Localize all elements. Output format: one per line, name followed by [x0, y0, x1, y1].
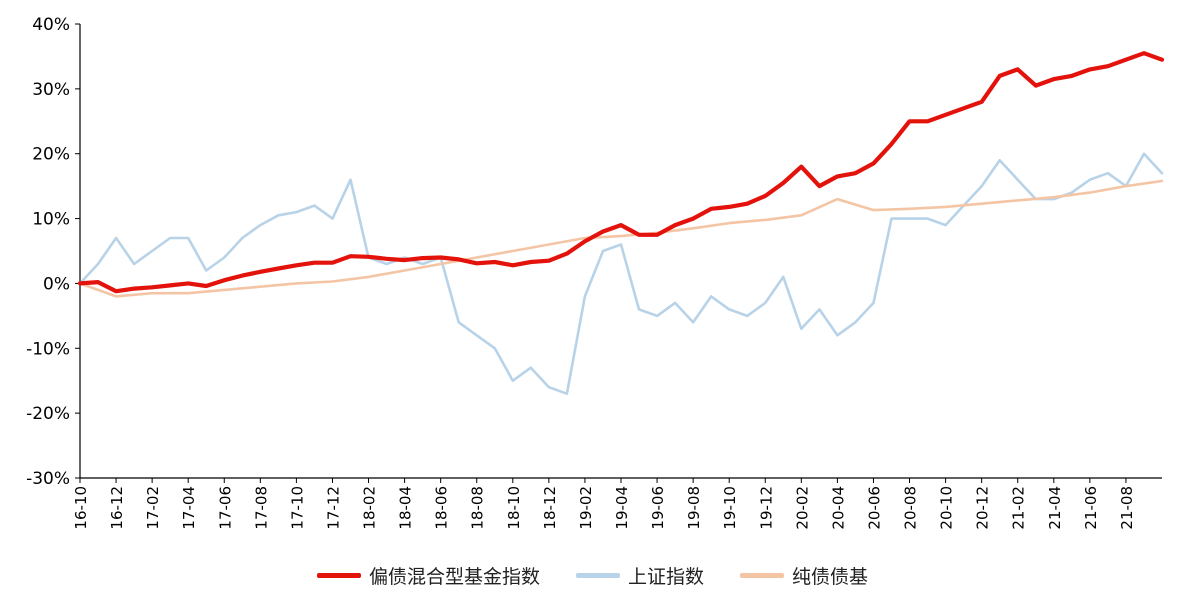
x-tick-label: 19-02: [577, 486, 595, 530]
x-tick-label: 18-12: [541, 486, 559, 530]
x-tick-label: 16-10: [72, 486, 90, 530]
legend-swatch-series-2: [575, 573, 620, 578]
x-tick-label: 20-10: [938, 486, 956, 530]
x-tick-label: 21-02: [1010, 486, 1028, 530]
x-tick-label: 20-04: [829, 486, 847, 530]
x-tick-label: 19-06: [649, 486, 667, 530]
legend-label-series-1: 偏债混合型基金指数: [368, 566, 540, 588]
chart-plot: -30% -20% -10% 0% 10% 20% 30% 40% 16-10 16-12 17-0…: [26, 15, 1165, 530]
x-tick-label: 21-08: [1118, 486, 1136, 530]
legend-swatch-series-3: [740, 573, 784, 578]
legend-item-series-1: 偏债混合型基金指数: [316, 562, 540, 589]
x-tick-label: 18-10: [505, 486, 523, 530]
y-tick-label: -30%: [26, 469, 70, 489]
x-tick-label: 16-12: [108, 486, 126, 530]
x-tick-label: 17-08: [252, 486, 270, 530]
x-tick-label: 17-02: [144, 486, 162, 530]
x-tick-label: 18-06: [433, 486, 451, 530]
legend-label-series-2: 上证指数: [627, 566, 704, 588]
x-tick-label: 21-04: [1046, 486, 1064, 530]
legend-label-series-3: 纯债债基: [792, 566, 869, 588]
y-tick-label: -20%: [26, 404, 70, 424]
y-tick-label: 0%: [43, 274, 70, 294]
x-tick-label: 17-10: [288, 486, 306, 530]
x-tick-label: 21-06: [1082, 486, 1100, 530]
x-tick-label: 17-12: [324, 486, 342, 530]
y-tick-label: 10%: [32, 210, 70, 230]
legend-item-series-2: 上证指数: [575, 562, 704, 589]
y-tick-label: 20%: [32, 145, 70, 165]
y-tick-label: 40%: [32, 15, 70, 35]
x-tick-label: 20-06: [865, 486, 883, 530]
x-tick-label: 18-02: [361, 486, 379, 530]
y-tick-label: -10%: [26, 339, 70, 359]
x-tick-label: 20-02: [793, 486, 811, 530]
x-tick-label: 19-04: [613, 486, 631, 530]
y-tick-label: 30%: [32, 80, 70, 100]
x-tick-label: 17-04: [180, 486, 198, 530]
x-tick-label: 18-04: [397, 486, 415, 530]
x-tick-label: 17-06: [216, 486, 234, 530]
x-tick-label: 19-10: [721, 486, 739, 530]
x-tick-label: 18-08: [469, 486, 487, 530]
legend: 偏债混合型基金指数 上证指数 纯债债基: [0, 562, 1185, 589]
legend-item-series-3: 纯债债基: [740, 562, 868, 589]
x-tick-label: 19-08: [685, 486, 703, 530]
series-line-3: [78, 179, 1164, 298]
series-line-1: [77, 51, 1165, 294]
x-tick-label: 20-12: [974, 486, 992, 530]
x-tick-label: 20-08: [902, 486, 920, 530]
series-line-2: [78, 152, 1164, 396]
legend-swatch-series-1: [316, 573, 361, 578]
x-tick-label: 19-12: [757, 486, 775, 530]
